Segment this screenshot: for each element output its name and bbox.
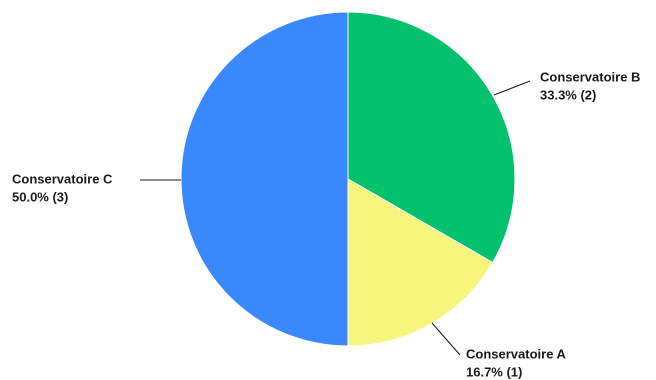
slice-label: Conservatoire A [466,346,567,361]
pie-slice-conservatoire-a [347,178,494,347]
leader-line [431,322,461,356]
pie-slices [180,11,516,347]
pie-slice-conservatoire-c [180,11,349,347]
slice-label: Conservatoire C [12,171,113,186]
slice-label: Conservatoire B [540,69,640,84]
slice-value-label: 33.3% (2) [540,87,596,102]
pie-slice-conservatoire-b [347,11,516,264]
leader-line [493,80,531,96]
pie-labels: Conservatoire B 33.3% (2) Conservatoire A 1… [12,69,640,379]
slice-value-label: 50.0% (3) [12,189,68,204]
slice-value-label: 16.7% (1) [466,364,522,379]
